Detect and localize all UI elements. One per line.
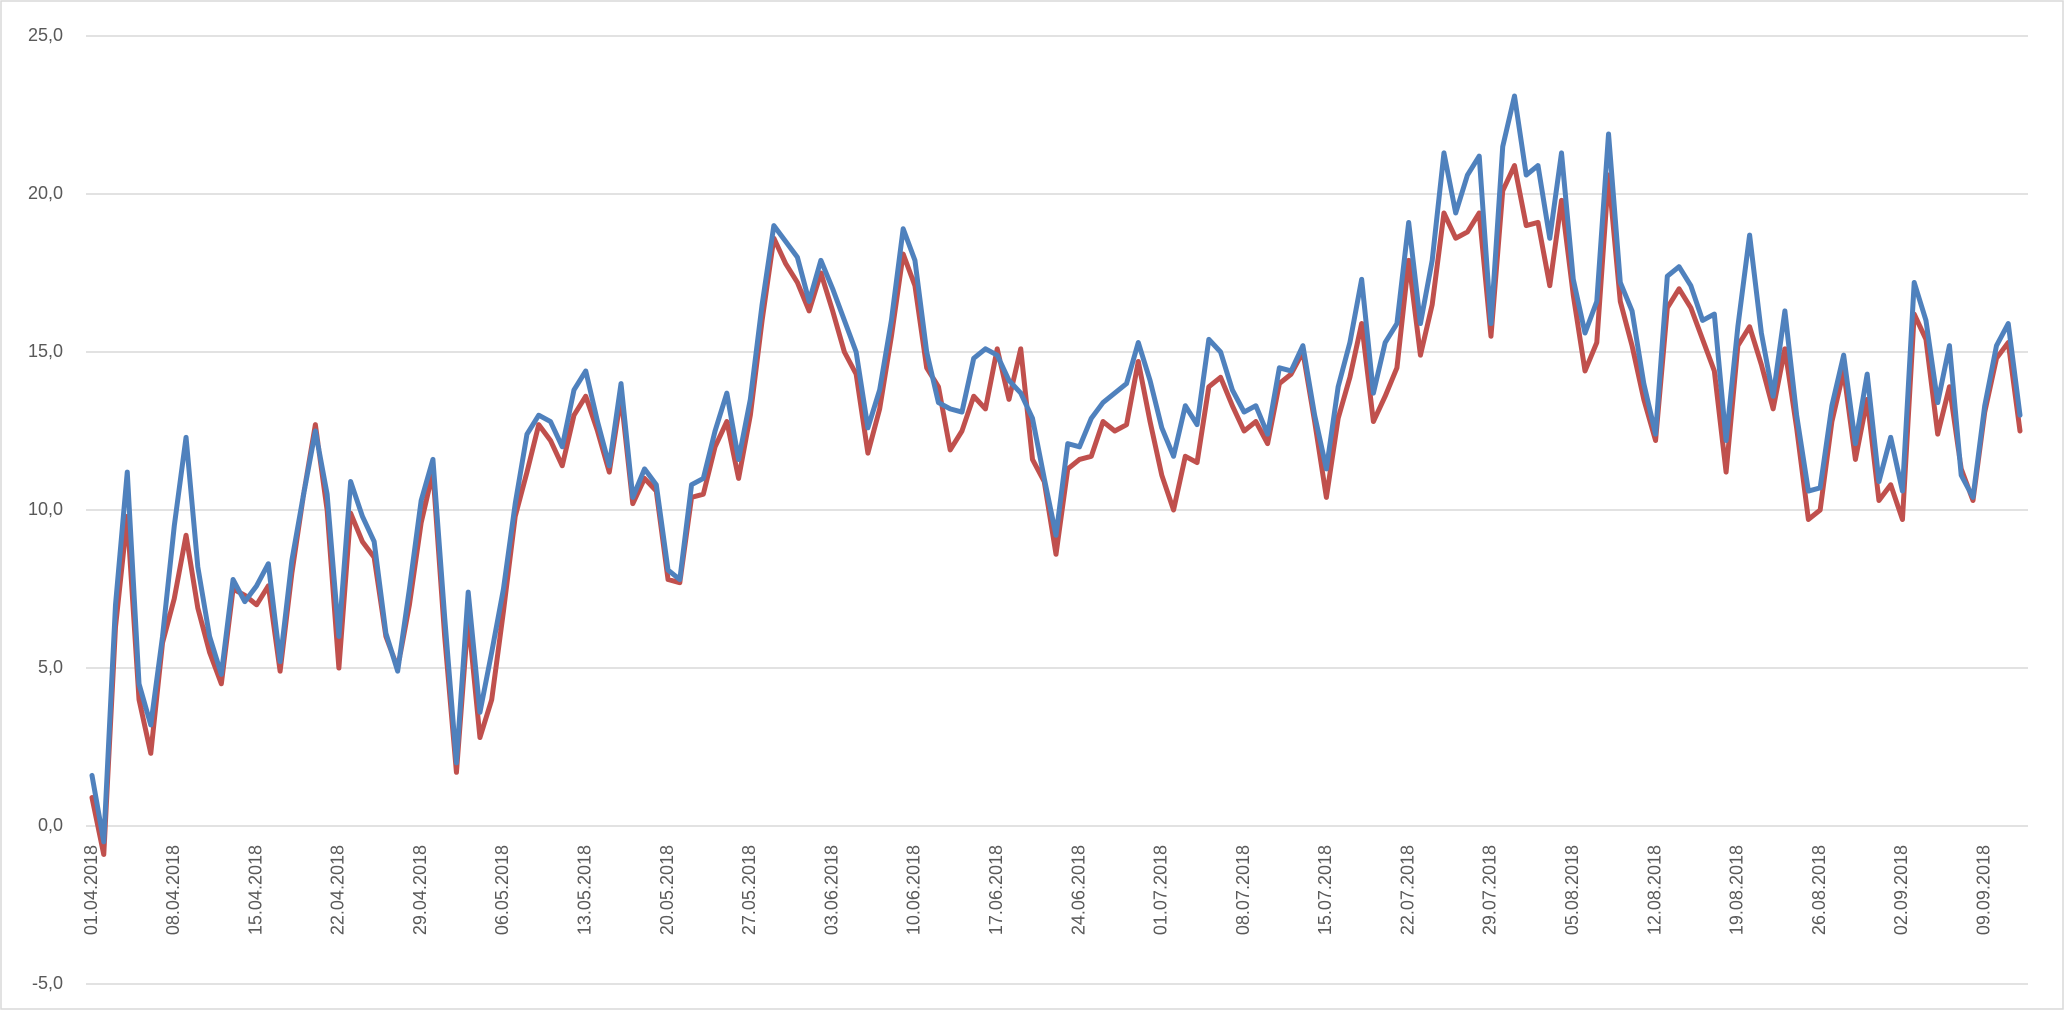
x-tick-label: 10.06.2018 (904, 845, 924, 935)
x-tick-label: 05.08.2018 (1562, 845, 1582, 935)
y-tick-label: 20,0 (28, 183, 63, 203)
x-tick-label: 24.06.2018 (1068, 845, 1088, 935)
x-tick-label: 19.08.2018 (1727, 845, 1747, 935)
series-line (89, 93, 2023, 845)
x-tick-label: 29.04.2018 (410, 845, 430, 935)
y-tick-label: -5,0 (32, 973, 63, 993)
x-tick-label: 17.06.2018 (986, 845, 1006, 935)
x-tick-label: 01.07.2018 (1151, 845, 1171, 935)
x-tick-label: 27.05.2018 (739, 845, 759, 935)
x-tick-label: 01.04.2018 (81, 845, 101, 935)
x-tick-label: 15.07.2018 (1315, 845, 1335, 935)
x-tick-label: 22.07.2018 (1397, 845, 1417, 935)
x-tick-label: 09.09.2018 (1973, 845, 1993, 935)
y-tick-label: 25,0 (28, 25, 63, 45)
x-tick-label: 29.07.2018 (1480, 845, 1500, 935)
x-tick-label: 13.05.2018 (575, 845, 595, 935)
x-tick-label: 02.09.2018 (1891, 845, 1911, 935)
x-tick-label: 03.06.2018 (821, 845, 841, 935)
x-tick-label: 08.07.2018 (1233, 845, 1253, 935)
x-tick-label: 06.05.2018 (492, 845, 512, 935)
x-tick-label: 22.04.2018 (328, 845, 348, 935)
y-tick-label: 5,0 (38, 657, 63, 677)
x-tick-label: 15.04.2018 (245, 845, 265, 935)
y-tick-label: 15,0 (28, 341, 63, 361)
y-tick-label: 10,0 (28, 499, 63, 519)
x-tick-label: 20.05.2018 (657, 845, 677, 935)
x-tick-label: 12.08.2018 (1644, 845, 1664, 935)
x-tick-label: 26.08.2018 (1809, 845, 1829, 935)
y-tick-label: 0,0 (38, 815, 63, 835)
x-tick-label: 08.04.2018 (163, 845, 183, 935)
